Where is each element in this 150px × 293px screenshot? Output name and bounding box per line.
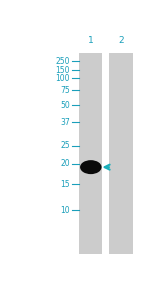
- Bar: [79, 53, 102, 254]
- Text: 10: 10: [60, 205, 70, 214]
- Text: 15: 15: [60, 180, 70, 189]
- Text: 75: 75: [60, 86, 70, 95]
- Text: 50: 50: [60, 100, 70, 110]
- Text: 37: 37: [60, 117, 70, 127]
- Text: 250: 250: [55, 57, 70, 66]
- Text: 100: 100: [55, 74, 70, 83]
- Ellipse shape: [80, 160, 102, 174]
- Text: 1: 1: [88, 36, 94, 45]
- Text: 25: 25: [60, 141, 70, 150]
- Text: 2: 2: [118, 36, 124, 45]
- Text: 20: 20: [60, 159, 70, 168]
- Bar: [110, 53, 133, 254]
- Text: 150: 150: [55, 66, 70, 75]
